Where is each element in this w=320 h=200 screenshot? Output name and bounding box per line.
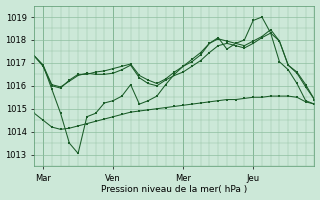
X-axis label: Pression niveau de la mer( hPa ): Pression niveau de la mer( hPa ) xyxy=(101,185,247,194)
